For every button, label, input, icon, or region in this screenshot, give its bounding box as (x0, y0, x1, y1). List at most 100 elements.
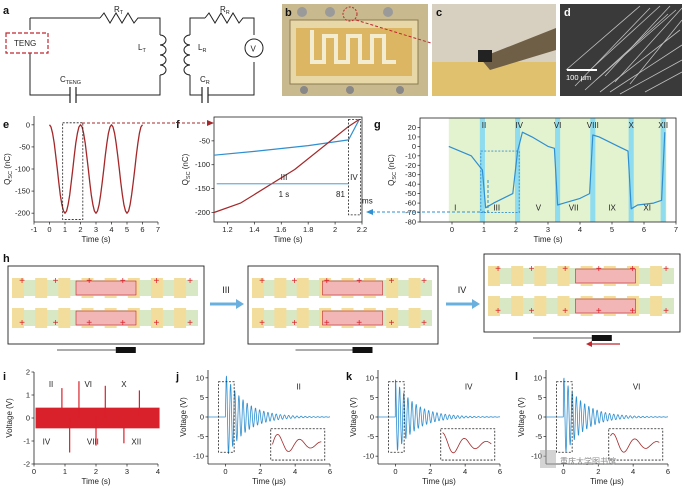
x-tick-label: 2 (514, 225, 518, 234)
plot-j: j 0 2 4 6 10 5 0 -5 -10 Time (μs) Voltage (V) II (175, 370, 332, 486)
tan-pad (511, 266, 524, 286)
panel-label-f: f (176, 119, 180, 131)
tan-pad (386, 308, 399, 328)
y-tick-label: -200 (195, 208, 210, 217)
x-axis-label: Time (s) (81, 235, 110, 244)
phase-label-top: VIII (587, 121, 599, 130)
x-tick-label: 3 (546, 225, 550, 234)
phase-label-bottom: VII (569, 204, 579, 213)
phase-label-bottom: IX (608, 204, 616, 213)
tan-pad (296, 308, 309, 328)
y-tick-label: -10 (193, 452, 204, 461)
y-tick-label: -2 (23, 460, 30, 469)
load-resistor (115, 347, 136, 353)
x-tick-label: 2 (94, 467, 98, 476)
y-tick-label: 0 (412, 142, 416, 151)
y-axis-label: QSC (nC) (387, 154, 398, 186)
tan-pad (150, 308, 163, 328)
panel-label-d: d (564, 7, 571, 19)
waveform (545, 377, 669, 453)
y-tick-label: 0 (26, 120, 30, 129)
tan-pad (12, 308, 24, 328)
waveform (377, 379, 501, 451)
x-tick-label: 2 (333, 225, 337, 234)
x-tick-label: 1.2 (222, 225, 232, 234)
svg-text:CR: CR (200, 75, 210, 86)
y-tick-label: 10 (366, 373, 374, 382)
charge-plus: + (562, 264, 568, 275)
charge-plus: + (259, 276, 265, 287)
y-tick-label: 5 (370, 393, 374, 402)
phase-label: II (49, 380, 53, 389)
y-tick-label: -100 (15, 165, 30, 174)
panel-c: c (432, 4, 556, 96)
inductor-lt (159, 34, 167, 76)
phase-label-top: VI (554, 121, 562, 130)
phase-label: XII (131, 437, 141, 446)
inductor-lr (183, 34, 191, 76)
panel-label-b: b (285, 7, 292, 19)
y-tick-label: -50 (19, 142, 30, 151)
charge-plus: + (153, 318, 159, 329)
y-axis-label: Voltage (V) (349, 397, 358, 437)
x-tick-label: 4 (463, 467, 467, 476)
charge-plus: + (389, 318, 395, 329)
series-line (48, 124, 144, 214)
phase-label-bottom: III (493, 204, 500, 213)
x-axis-label: Time (s) (81, 477, 110, 486)
cteng-label: C (60, 75, 66, 84)
x-tick-label: 6 (666, 467, 670, 476)
y-tick-label: -40 (405, 180, 416, 189)
cteng-sub: TENG (66, 80, 81, 86)
duration-b-label: 81 (336, 190, 345, 199)
panel-label-j: j (175, 371, 179, 383)
phase-label-top: XII (658, 121, 668, 130)
inset-box (440, 428, 496, 461)
x-tick-label: 7 (156, 225, 160, 234)
current-arrowhead (586, 341, 592, 347)
y-tick-label: 10 (196, 373, 204, 382)
lr-label: L (198, 43, 203, 52)
y-tick-label: -150 (195, 184, 210, 193)
pink-slider (322, 310, 383, 326)
x-tick-label: 3 (125, 467, 129, 476)
y-tick-label: 10 (534, 373, 542, 382)
tan-pad (650, 266, 663, 286)
x-tick-label: 6 (642, 225, 646, 234)
charge-plus: + (562, 306, 568, 317)
y-tick-label: 0 (200, 413, 204, 422)
x-axis-label: Time (μs) (252, 477, 286, 486)
charge-plus: + (153, 276, 159, 287)
tan-pad (174, 278, 187, 298)
charge-plus: + (529, 306, 535, 317)
rt-sub: T (120, 10, 124, 16)
phase-band (590, 118, 596, 222)
y-axis-label: QSC (nC) (3, 153, 14, 185)
lt-sub: T (142, 48, 146, 54)
voltmeter-label: V (251, 45, 257, 54)
y-tick-label: -80 (405, 218, 416, 227)
pink-slider (75, 280, 137, 296)
panel-label-e: e (3, 119, 9, 131)
duration-b-unit: ms (362, 196, 373, 205)
phase-label-bottom: XI (643, 204, 651, 213)
load-resistor (591, 335, 612, 341)
y-axis-label: Voltage (V) (517, 397, 526, 437)
y-axis-label: Voltage (V) (179, 397, 188, 437)
plot-f: f 1.2 1.4 1.6 1.8 2 2.2 -50 -100 -150 -200 Time (s… (176, 116, 373, 244)
x-tick-label: 5 (125, 225, 129, 234)
series-line (448, 131, 666, 210)
x-tick-label: 4 (109, 225, 113, 234)
inset-waveform (442, 432, 492, 454)
charge-plus: + (356, 276, 362, 287)
phase-label: X (121, 380, 127, 389)
x-tick-label: 0 (223, 467, 227, 476)
y-tick-label: -50 (199, 136, 210, 145)
charge-plus: + (187, 276, 193, 287)
step1-label: III (222, 285, 230, 295)
pink-slider (322, 280, 383, 296)
y-tick-label: 5 (200, 393, 204, 402)
phase-label: VIII (87, 437, 99, 446)
phase-label-top: II (482, 121, 486, 130)
tan-pad (534, 266, 547, 286)
